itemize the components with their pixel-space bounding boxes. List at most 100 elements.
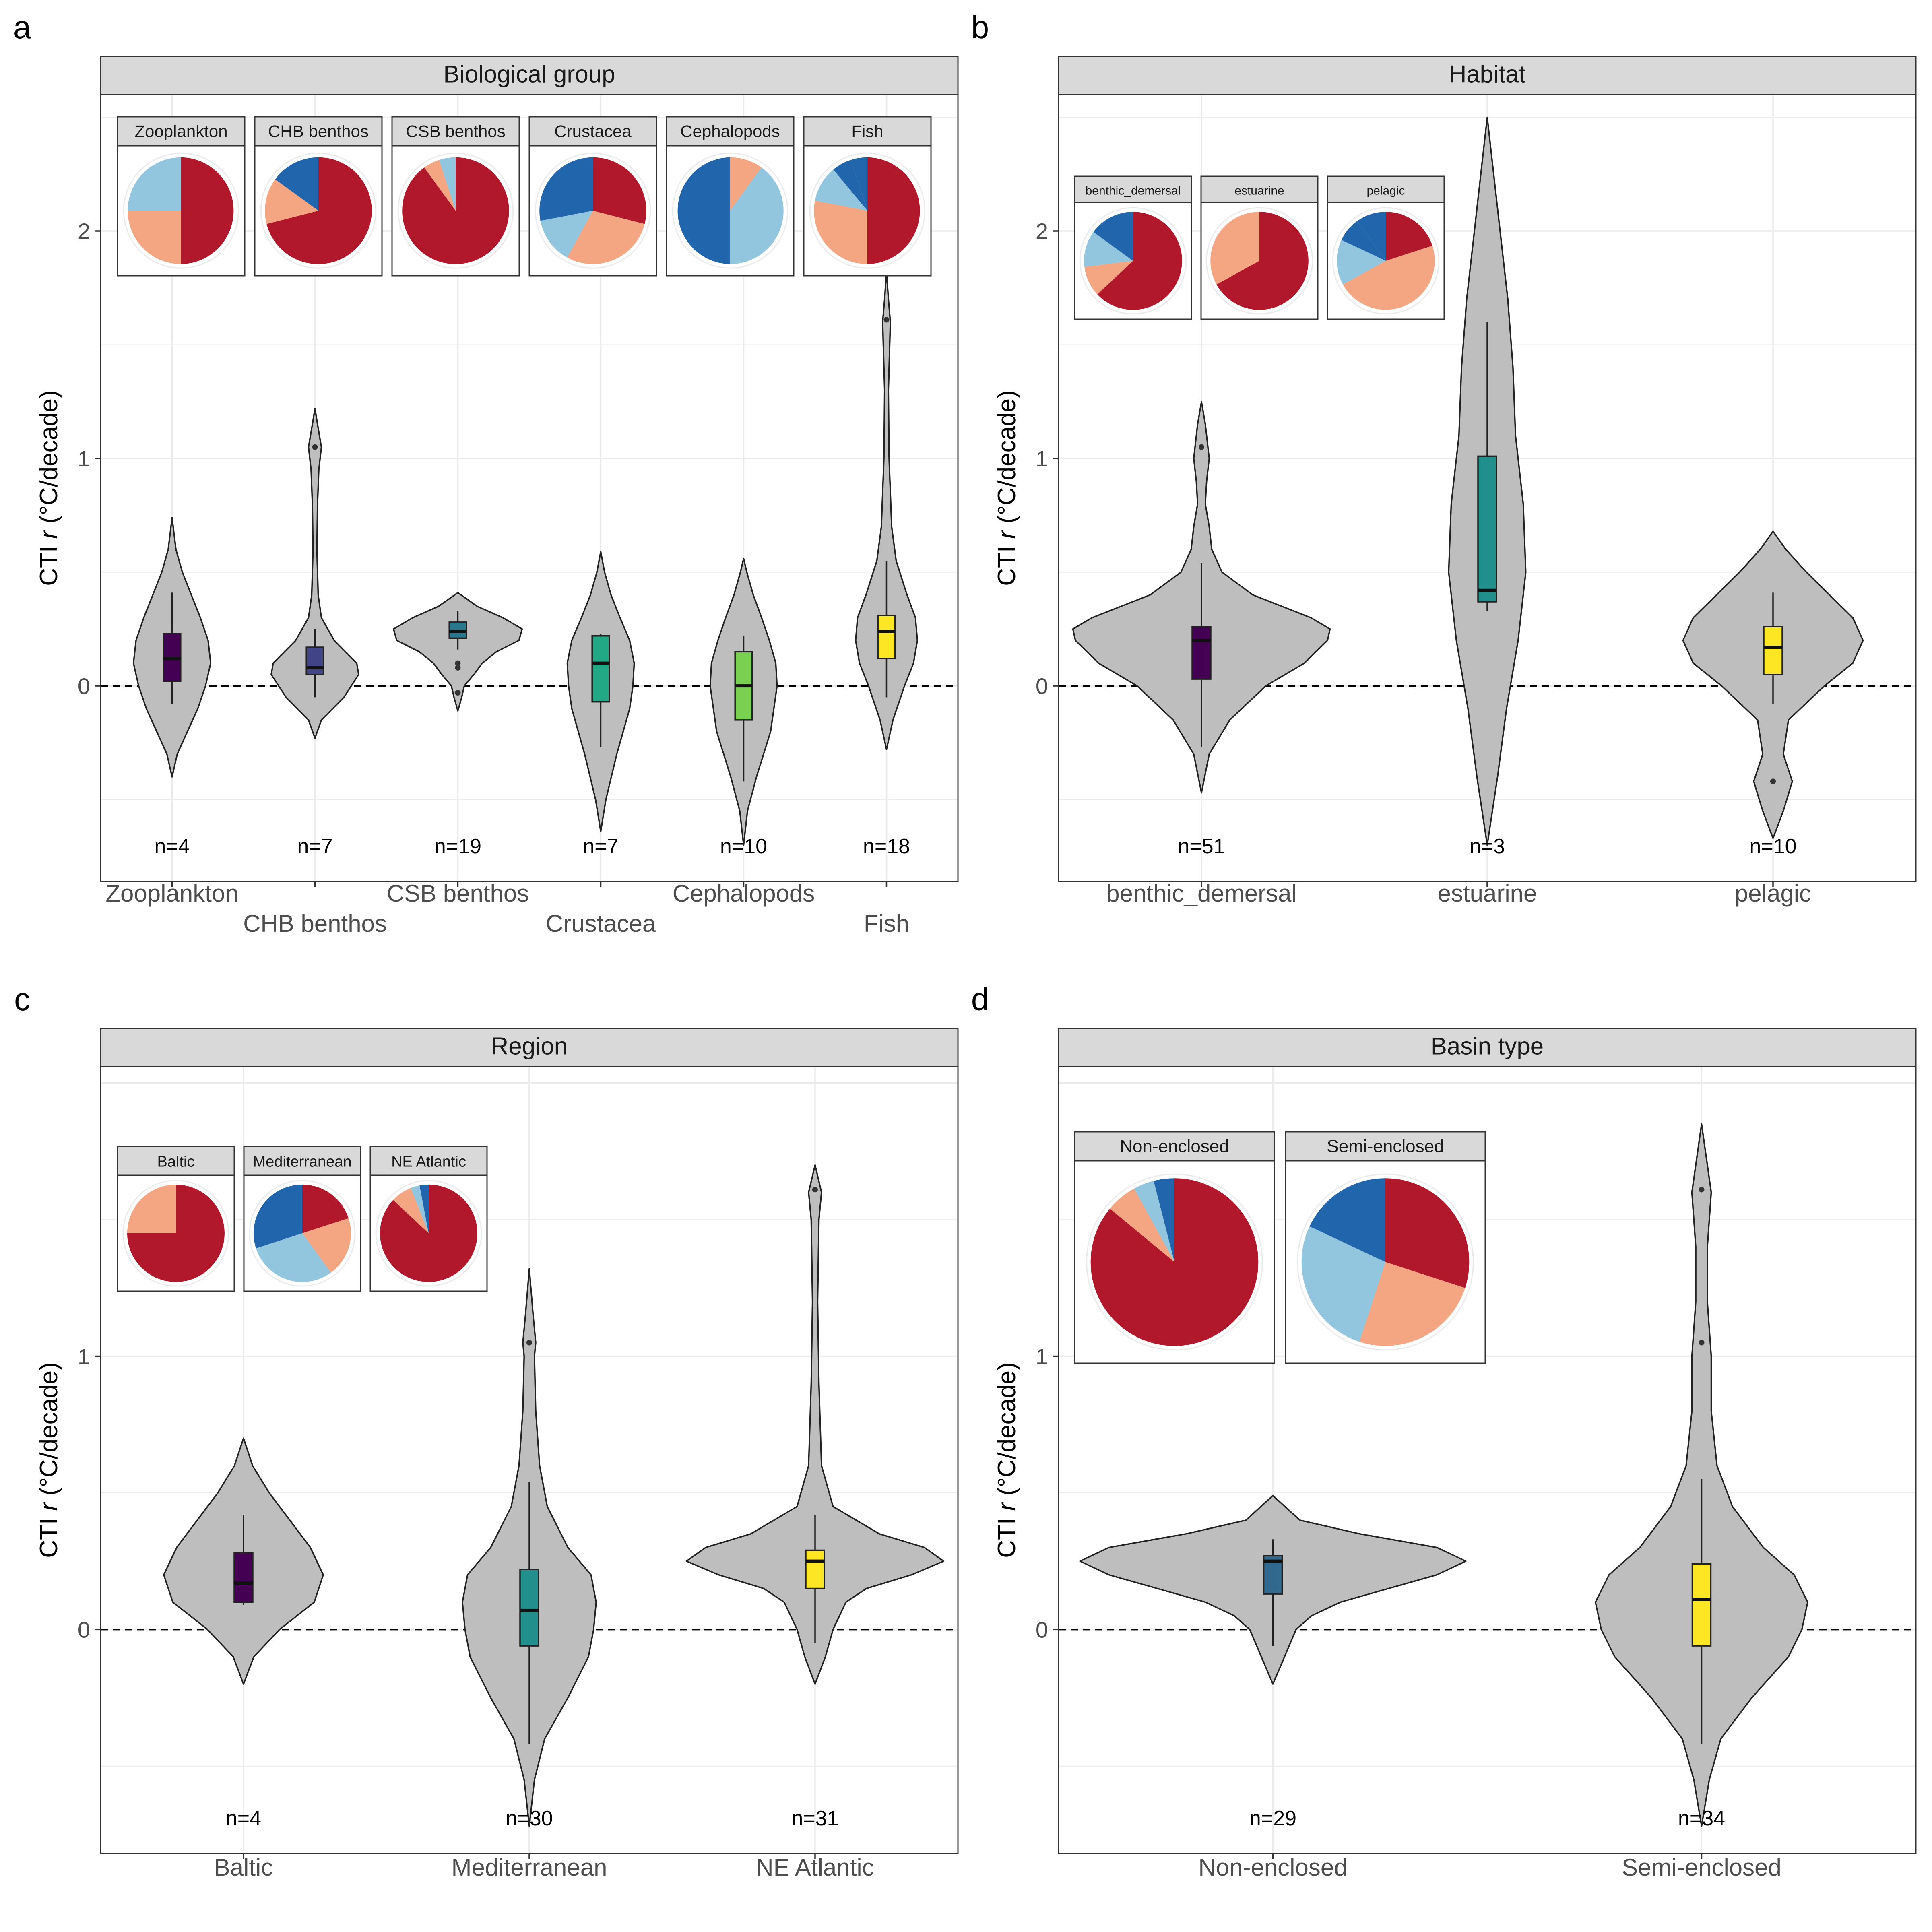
pie-grid-ring bbox=[1297, 1173, 1474, 1351]
pie-slice bbox=[266, 157, 372, 264]
pie-inset-3: CSB benthos bbox=[391, 116, 520, 277]
pie-slice bbox=[540, 211, 593, 258]
y-tick-label: 1 bbox=[78, 446, 90, 471]
pie-inset-2: estuarine bbox=[1200, 175, 1319, 320]
pie-slice bbox=[867, 157, 920, 264]
panel-a: a n=4 n=7 n=19 n=7 n=10 n=18 Biological group 0 1… bbox=[13, 9, 959, 937]
pie-inset-1: Baltic bbox=[117, 1146, 235, 1292]
pie-inset-strip bbox=[117, 116, 246, 147]
pie-slice bbox=[833, 160, 867, 211]
outlier-point bbox=[1199, 444, 1204, 450]
outlier-point bbox=[455, 660, 461, 666]
y-axis-label: CTI r (°C/decade) bbox=[993, 1362, 1021, 1558]
pie-slice bbox=[1154, 1178, 1174, 1262]
pie-slice bbox=[1386, 212, 1432, 261]
outlier-point bbox=[1699, 1187, 1705, 1193]
panel-letter: b bbox=[971, 9, 989, 45]
pie-inset-label: Mediterranean bbox=[253, 1153, 351, 1170]
y-tick-label: 1 bbox=[78, 1344, 90, 1369]
panel-letter: d bbox=[971, 981, 989, 1017]
outlier-point bbox=[1770, 778, 1776, 784]
pie-slice bbox=[411, 1185, 429, 1233]
y-tick-label: 2 bbox=[78, 219, 90, 244]
pie-grid-ring bbox=[1205, 207, 1313, 315]
pie-inset-label: Crustacea bbox=[554, 122, 632, 140]
box-2 bbox=[1477, 455, 1497, 603]
pie-grid-ring bbox=[672, 153, 788, 269]
y-axis-label-part: (°C/decade) bbox=[35, 1362, 63, 1503]
pie-slice bbox=[302, 1218, 351, 1273]
n-label-3: n=19 bbox=[434, 835, 481, 858]
y-axis-label-part: CTI bbox=[993, 539, 1021, 586]
pie-slice bbox=[1301, 1226, 1385, 1342]
y-tick-label: 0 bbox=[78, 1617, 90, 1642]
panel-letter: a bbox=[13, 9, 31, 45]
y-axis-label-italic: r bbox=[35, 1502, 63, 1511]
pie-slice bbox=[1385, 1178, 1470, 1288]
pie-inset-strip bbox=[666, 116, 795, 147]
box-2 bbox=[519, 1569, 539, 1647]
x-tick-label-3: pelagic bbox=[1735, 880, 1811, 907]
panel-letter: c bbox=[14, 981, 30, 1017]
panel-c: c n=4 n=30 n=31 Region 0 1 CTI r (°C/decade) Bal… bbox=[14, 981, 959, 1881]
pie-slice bbox=[677, 157, 730, 264]
box-2 bbox=[305, 646, 324, 675]
outlier-point bbox=[526, 1340, 532, 1346]
n-label-1: n=4 bbox=[154, 835, 190, 858]
outlier-point bbox=[455, 690, 461, 696]
outlier-point bbox=[883, 317, 890, 323]
x-tick-label-1: Zooplankton bbox=[105, 880, 238, 907]
x-tick-label-1: benthic_demersal bbox=[1106, 880, 1297, 907]
pie-slice bbox=[730, 167, 784, 264]
pie-inset-strip bbox=[243, 1146, 361, 1176]
pie-inset-label: CHB benthos bbox=[268, 122, 369, 140]
pie-slice bbox=[567, 211, 645, 264]
y-axis-label-part: (°C/decade) bbox=[35, 390, 63, 530]
pie-inset-5: Cephalopods bbox=[666, 116, 795, 277]
x-tick-label-5: Cephalopods bbox=[673, 880, 815, 907]
pie-slice bbox=[814, 200, 867, 264]
facet-strip bbox=[100, 1028, 959, 1067]
facet-title: Region bbox=[491, 1033, 568, 1060]
y-axis-label-italic: r bbox=[35, 530, 63, 539]
pie-grid-ring bbox=[397, 153, 514, 269]
pie-inset-strip bbox=[528, 116, 657, 147]
pie-slice bbox=[1084, 232, 1133, 267]
pie-inset-3: pelagic bbox=[1327, 175, 1445, 320]
pie-slice bbox=[539, 157, 593, 221]
facet-strip bbox=[1058, 56, 1917, 95]
outlier-point bbox=[455, 665, 461, 671]
pie-inset-label: Non-enclosed bbox=[1120, 1136, 1229, 1156]
pie-inset-strip bbox=[117, 1146, 235, 1176]
facet-title: Basin type bbox=[1431, 1033, 1544, 1060]
pie-inset-2: Mediterranean bbox=[243, 1146, 361, 1292]
pie-inset-3: NE Atlantic bbox=[369, 1146, 488, 1292]
x-tick-label-2: estuarine bbox=[1438, 880, 1537, 907]
pie-slice bbox=[1110, 1188, 1174, 1262]
pie-slice bbox=[593, 157, 646, 224]
x-tick-label-2: Mediterranean bbox=[452, 1854, 607, 1881]
pie-slice bbox=[275, 157, 318, 211]
pie-slice bbox=[1337, 240, 1386, 285]
y-axis-label-part: CTI bbox=[35, 1511, 63, 1558]
y-tick-label: 1 bbox=[1036, 446, 1048, 471]
pie-slice bbox=[815, 169, 867, 211]
pie-inset-label: NE Atlantic bbox=[391, 1153, 466, 1170]
box-3 bbox=[805, 1549, 825, 1589]
n-label-1: n=51 bbox=[1178, 835, 1225, 858]
y-axis-label: CTI r (°C/decade) bbox=[35, 390, 63, 586]
y-axis-label-part: (°C/decade) bbox=[993, 1362, 1021, 1503]
box-6 bbox=[877, 615, 896, 660]
n-label-4: n=7 bbox=[583, 835, 618, 858]
facet-strip bbox=[1058, 1028, 1917, 1067]
box-3 bbox=[1763, 626, 1783, 675]
pie-slice bbox=[424, 160, 456, 211]
x-tick-label-2: CHB benthos bbox=[243, 910, 387, 937]
n-label-1: n=29 bbox=[1249, 1807, 1296, 1830]
pie-slice bbox=[302, 1185, 349, 1233]
pie-inset-2: CHB benthos bbox=[254, 116, 383, 277]
pie-inset-strip bbox=[1285, 1131, 1486, 1162]
facet-strip bbox=[100, 56, 959, 95]
pie-inset-strip bbox=[1074, 1131, 1275, 1162]
pie-slice bbox=[1090, 1178, 1259, 1346]
